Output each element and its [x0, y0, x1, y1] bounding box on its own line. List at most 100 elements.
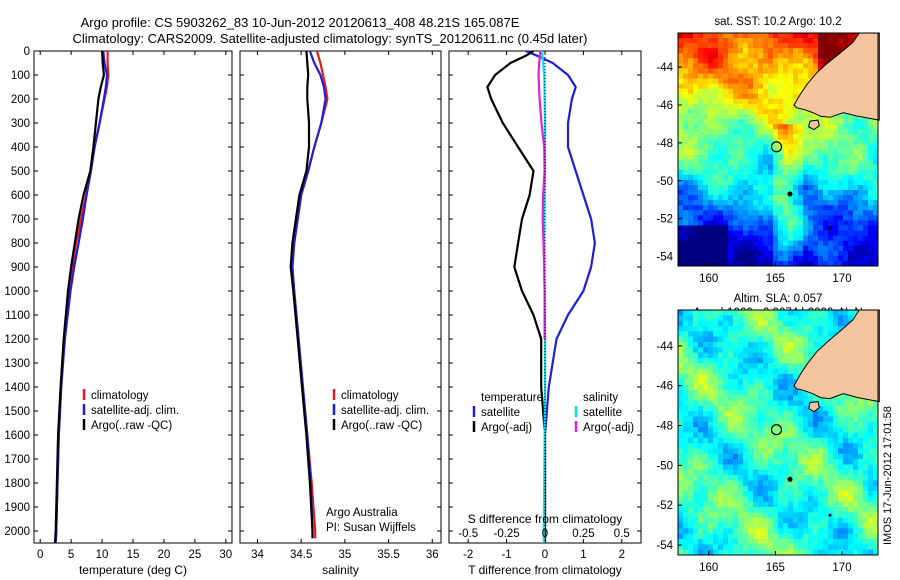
map-cell — [873, 507, 879, 513]
map-cell — [743, 205, 749, 211]
map-cell — [768, 33, 774, 39]
map-cell — [838, 159, 844, 166]
map-cell — [713, 384, 719, 391]
map-cell — [683, 250, 689, 257]
map-cell — [693, 448, 699, 455]
map-cell — [738, 205, 744, 211]
map-cell — [823, 320, 829, 327]
map-cell — [873, 255, 879, 262]
map-cell — [808, 58, 814, 64]
map-cell — [718, 98, 724, 105]
map-cell — [698, 93, 704, 100]
map-cell — [818, 512, 824, 519]
map-cell — [803, 475, 809, 481]
map-cell — [813, 215, 819, 221]
map-cell — [683, 523, 689, 529]
map-cell — [798, 336, 804, 343]
map-cell — [773, 544, 779, 551]
map-cell — [868, 230, 874, 237]
map-cell — [838, 475, 844, 481]
map-cell — [778, 108, 784, 115]
map-cell — [853, 544, 859, 551]
map-cell — [813, 179, 819, 186]
map-cell — [833, 205, 839, 211]
map-cell — [783, 48, 789, 54]
map-cell — [853, 416, 859, 423]
map-cell — [813, 190, 819, 196]
map-cell — [733, 240, 739, 247]
map-cell — [798, 48, 804, 54]
map-cell — [713, 108, 719, 115]
map-cell — [793, 190, 799, 196]
map-cell — [803, 341, 809, 348]
map-cell — [728, 485, 734, 492]
map-cell — [803, 245, 809, 252]
map-cell — [818, 507, 824, 513]
map-cell — [738, 310, 744, 316]
map-cell — [723, 250, 729, 257]
map-cell — [688, 544, 694, 551]
map-cell — [778, 144, 784, 150]
map-cell — [803, 38, 809, 44]
map-cell — [768, 154, 774, 161]
map-cell — [693, 139, 699, 145]
map-cell — [698, 331, 704, 338]
map-cell — [708, 491, 714, 497]
map-cell — [853, 469, 859, 476]
map-cell — [788, 255, 794, 262]
map-cell — [788, 43, 794, 49]
map-cell — [773, 336, 779, 343]
map-cell — [863, 496, 869, 503]
map-cell — [723, 215, 729, 221]
map-cell — [828, 220, 834, 226]
map-cell — [848, 38, 854, 44]
map-cell — [863, 528, 869, 535]
map-cell — [693, 539, 699, 545]
map-cell — [728, 63, 734, 69]
map-cell — [778, 459, 784, 465]
map-cell — [728, 325, 734, 332]
map-cell — [703, 357, 709, 364]
map-cell — [738, 464, 744, 471]
map-cell — [823, 325, 829, 332]
map-cell — [783, 184, 789, 191]
map-cell — [868, 539, 874, 545]
map-cell — [748, 144, 754, 150]
map-cell — [728, 83, 734, 90]
map-cell — [768, 58, 774, 64]
map-cell — [763, 159, 769, 166]
map-cell — [838, 437, 844, 444]
map-cell — [738, 164, 744, 171]
map-cell — [728, 357, 734, 364]
map-cell — [688, 200, 694, 206]
map-cell — [678, 88, 684, 95]
map-cell — [838, 114, 844, 120]
map-cell — [738, 341, 744, 348]
map-cell — [698, 33, 704, 39]
map-cell — [803, 389, 809, 396]
map-cell — [768, 245, 774, 252]
map-cell — [798, 53, 804, 59]
map-cell — [713, 336, 719, 343]
map-cell — [773, 352, 779, 359]
map-cell — [753, 389, 759, 396]
x-tick-label: -2 — [463, 549, 473, 561]
map-cell — [793, 83, 799, 90]
map-cell — [718, 501, 724, 508]
map-cell — [773, 389, 779, 396]
map-cell — [783, 512, 789, 519]
map-cell — [858, 448, 864, 455]
map-cell — [793, 134, 799, 140]
map-cell — [783, 260, 789, 267]
map-cell — [748, 83, 754, 90]
map-cell — [768, 43, 774, 49]
map-cell — [758, 357, 764, 364]
map-cell — [748, 205, 754, 211]
map-cell — [728, 405, 734, 412]
map-cell — [838, 400, 844, 407]
map-cell — [728, 205, 734, 211]
map-cell — [783, 225, 789, 231]
map-cell — [748, 190, 754, 196]
map-cell — [683, 48, 689, 54]
map-cell — [823, 427, 829, 433]
